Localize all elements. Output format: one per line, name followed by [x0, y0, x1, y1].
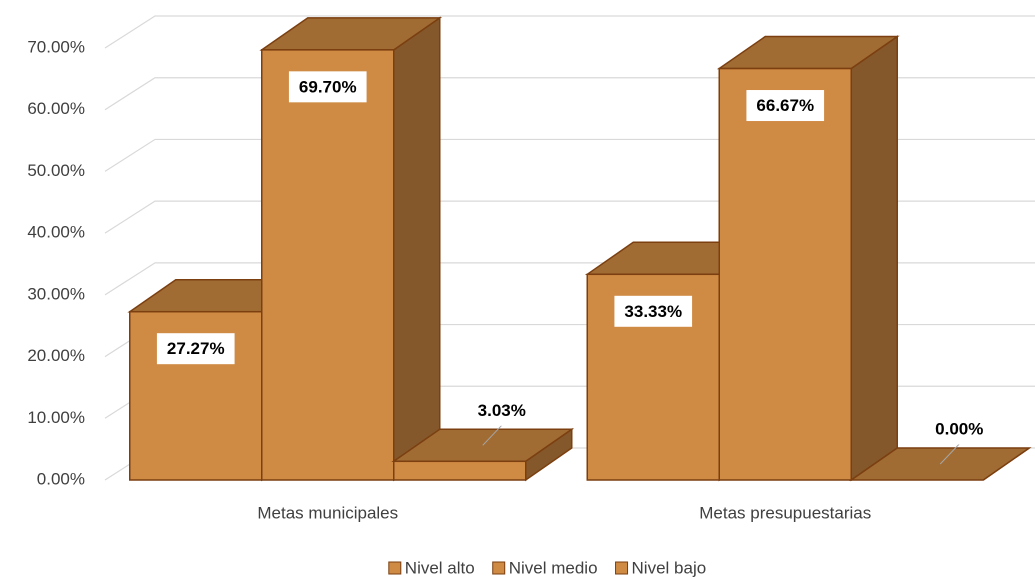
grid-line: [104, 15, 1035, 49]
bar: [393, 460, 527, 481]
value-label: 69.70%: [299, 77, 357, 96]
value-label: 66.67%: [756, 96, 814, 115]
y-tick-label: 0.00%: [37, 469, 85, 488]
value-label-box: [156, 333, 235, 365]
value-label-box: [925, 413, 994, 445]
y-tick-label: 50.00%: [27, 161, 85, 180]
legend-swatch: [492, 561, 506, 575]
value-label: 3.03%: [478, 401, 526, 420]
bar-side: [393, 16, 441, 482]
value-label-box: [467, 394, 536, 426]
y-tick-label: 40.00%: [27, 223, 85, 242]
x-tick-label: Metas presupuestarias: [699, 503, 871, 522]
y-tick-label: 20.00%: [27, 346, 85, 365]
y-tick-label: 70.00%: [27, 37, 85, 56]
value-label: 33.33%: [624, 302, 682, 321]
leader-line: [482, 424, 503, 446]
legend-swatch: [615, 561, 629, 575]
value-label-box: [288, 71, 367, 103]
y-tick-label: 10.00%: [27, 408, 85, 427]
legend-label: Nivel bajo: [632, 558, 707, 577]
value-label: 0.00%: [935, 419, 983, 438]
legend-label: Nivel alto: [405, 558, 475, 577]
x-tick-label: Metas municipales: [257, 503, 398, 522]
leader-line: [939, 443, 960, 465]
bar: [261, 49, 395, 481]
legend-label: Nivel medio: [509, 558, 598, 577]
y-tick-label: 30.00%: [27, 284, 85, 303]
legend-swatch: [388, 561, 402, 575]
bar: [718, 67, 852, 481]
value-label-box: [614, 295, 693, 327]
value-label-box: [746, 90, 825, 122]
bar-side: [850, 35, 898, 482]
y-tick-label: 60.00%: [27, 99, 85, 118]
value-label: 27.27%: [167, 339, 225, 358]
